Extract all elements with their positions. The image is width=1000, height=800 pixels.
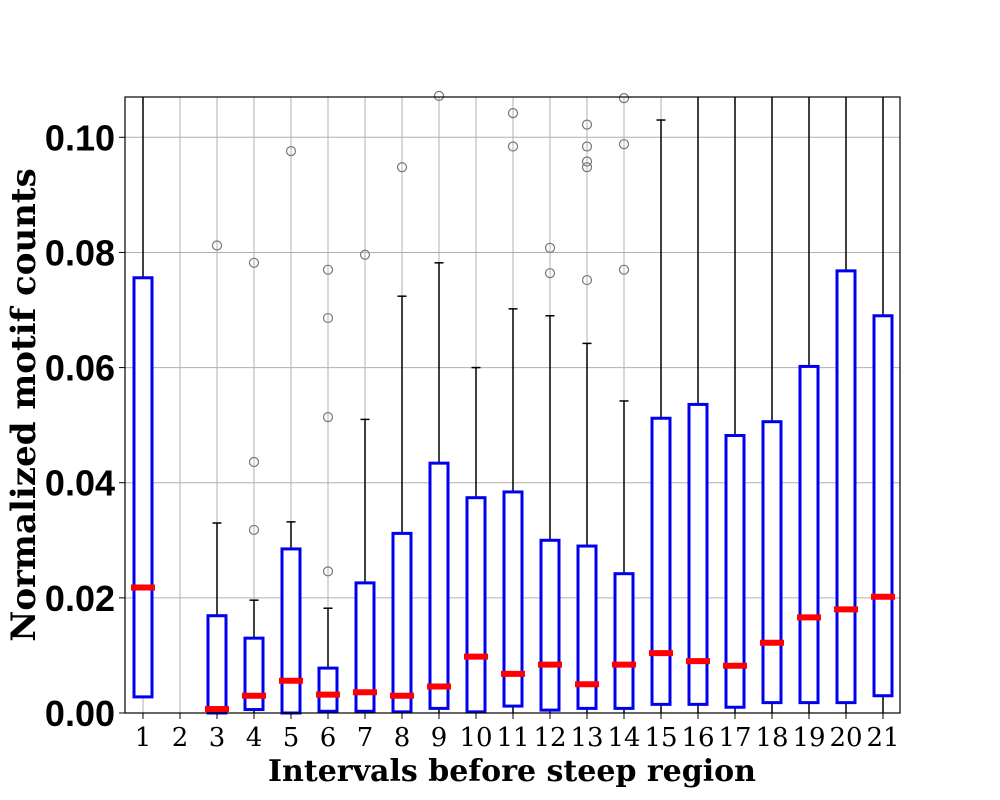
flier-point xyxy=(285,146,297,157)
box xyxy=(650,416,672,706)
x-tick-label: 16 xyxy=(681,723,714,753)
box xyxy=(354,581,376,713)
box xyxy=(243,636,265,712)
flier-point xyxy=(322,312,334,324)
y-tick-label: 0.06 xyxy=(45,348,115,389)
box xyxy=(613,572,635,710)
box xyxy=(502,490,524,708)
x-tick-label: 18 xyxy=(755,723,788,753)
box-group xyxy=(131,97,155,699)
flier-point xyxy=(544,242,556,253)
y-axis-label: Normalized motif counts xyxy=(4,168,44,641)
box-group xyxy=(501,108,525,713)
x-tick-label: 14 xyxy=(607,723,640,753)
flier-point xyxy=(581,119,593,130)
box-group xyxy=(279,146,303,715)
x-tick-label: 11 xyxy=(496,723,529,753)
y-tick-label: 0.08 xyxy=(45,232,115,273)
y-axis-ticks: 0.00 0.02 0.04 0.06 0.08 0.10 xyxy=(45,117,125,734)
x-tick-label: 2 xyxy=(172,723,189,753)
box xyxy=(132,276,154,699)
x-tick-label: 9 xyxy=(431,723,448,753)
flier-point xyxy=(618,264,630,275)
flier-point xyxy=(618,139,630,150)
box-group xyxy=(464,366,488,714)
x-tick-label: 20 xyxy=(829,723,862,753)
box-group xyxy=(390,162,414,714)
box xyxy=(798,364,820,705)
y-tick-label: 0.00 xyxy=(45,693,115,734)
box-group xyxy=(834,97,858,713)
flier-point xyxy=(544,268,556,279)
box-group xyxy=(686,97,710,713)
x-tick-label: 5 xyxy=(283,723,300,753)
box xyxy=(428,461,450,710)
flier-point xyxy=(248,456,260,468)
box-group xyxy=(353,249,377,713)
x-axis-ticks: 1 2 3 4 5 6 7 8 9 10 11 12 13 14 15 16 17 18 19 20 21 xyxy=(135,713,900,753)
x-tick-label: 7 xyxy=(357,723,374,753)
x-tick-label: 3 xyxy=(209,723,226,753)
x-tick-label: 10 xyxy=(459,723,492,753)
x-tick-label: 17 xyxy=(718,723,751,753)
flier-point xyxy=(581,141,593,152)
x-tick-label: 19 xyxy=(792,723,825,753)
x-tick-label: 12 xyxy=(533,723,566,753)
box xyxy=(206,614,228,715)
box xyxy=(724,434,746,709)
flier-point xyxy=(507,108,519,119)
plot-area xyxy=(131,90,895,715)
x-tick-label: 8 xyxy=(394,723,411,753)
box-group xyxy=(316,264,340,713)
flier-point xyxy=(507,141,519,152)
flier-point xyxy=(322,411,334,423)
box-group xyxy=(242,257,266,713)
flier-point xyxy=(581,274,593,286)
x-tick-label: 1 xyxy=(135,723,152,753)
y-tick-label: 0.10 xyxy=(45,117,115,158)
box xyxy=(687,402,709,706)
x-tick-label: 21 xyxy=(866,723,899,753)
box-group xyxy=(871,97,895,713)
box xyxy=(576,544,598,710)
box-group xyxy=(797,97,821,713)
box-group xyxy=(723,97,747,713)
box xyxy=(539,538,561,712)
flier-point xyxy=(248,257,260,268)
flier-point xyxy=(618,93,630,104)
y-tick-label: 0.04 xyxy=(45,463,115,504)
box-group xyxy=(760,97,784,713)
flier-point xyxy=(211,240,223,251)
box-group xyxy=(649,119,673,713)
box xyxy=(872,314,894,698)
flier-point xyxy=(581,156,593,167)
flier-point xyxy=(396,162,408,173)
box-group xyxy=(612,93,636,713)
y-tick-label: 0.02 xyxy=(45,578,115,619)
flier-point xyxy=(322,566,334,577)
box xyxy=(835,269,857,705)
flier-point xyxy=(433,90,445,101)
flier-point xyxy=(581,162,593,173)
box-group xyxy=(427,90,451,713)
box-group xyxy=(575,119,599,713)
x-tick-label: 4 xyxy=(246,723,263,753)
box xyxy=(761,420,783,705)
x-tick-label: 13 xyxy=(570,723,603,753)
x-tick-label: 6 xyxy=(320,723,337,753)
flier-point xyxy=(248,524,260,536)
box-group xyxy=(538,242,562,713)
flier-point xyxy=(322,264,334,275)
x-tick-label: 15 xyxy=(644,723,677,753)
box xyxy=(465,496,487,714)
box xyxy=(391,531,413,714)
flier-point xyxy=(359,249,371,260)
x-axis-label: Intervals before steep region xyxy=(268,754,756,789)
box xyxy=(317,666,339,713)
box xyxy=(280,547,302,715)
